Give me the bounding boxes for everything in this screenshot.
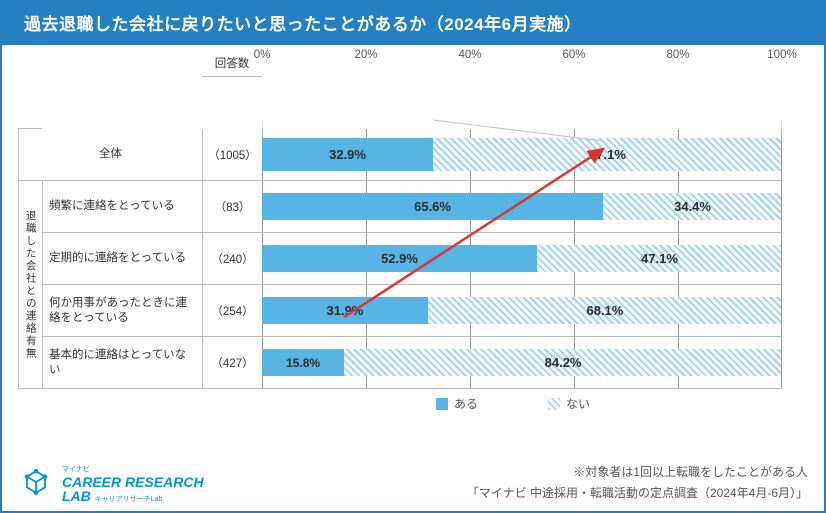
chart-table: 回答数 0%20%40%60%80%100% 全体（1005）32.9%67.1… <box>18 49 808 389</box>
legend-swatch-no <box>548 398 560 410</box>
chart-header: 過去退職した会社に戻りたいと思ったことがあるか（2024年6月実施） <box>0 0 826 45</box>
chart-title: 過去退職した会社に戻りたいと思ったことがあるか（2024年6月実施） <box>24 15 582 34</box>
row-count: （1005） <box>202 129 262 181</box>
row-label: 頻繁に連絡をとっている <box>42 181 202 233</box>
bar-yes: 32.9% <box>262 138 433 171</box>
row-count: （83） <box>202 181 262 233</box>
bar-cell: 31.9%68.1% <box>262 285 782 337</box>
axis-tick: 100% <box>767 49 796 61</box>
axis-tick: 60% <box>562 49 585 61</box>
bar-yes: 65.6% <box>262 193 603 220</box>
bar-cell: 32.9%67.1% <box>262 129 782 181</box>
axis-tick: 40% <box>458 49 481 61</box>
axis-tick: 80% <box>666 49 689 61</box>
cube-icon <box>18 464 54 505</box>
group-side-label: 退職した会社との連絡有無 <box>25 210 36 360</box>
bar-yes: 31.9% <box>262 297 428 324</box>
row-label: 基本的に連絡はとっていない <box>42 337 202 389</box>
bar-no: 47.1% <box>537 245 782 272</box>
axis-tick: 0% <box>254 49 271 61</box>
legend: ある ない <box>18 389 808 416</box>
logo-main: CAREER RESEARCH <box>62 475 204 489</box>
footer-source: 「マイナビ 中途採用・転職活動の定点調査（2024年4月-6月）」 <box>467 483 808 505</box>
row-label: 全体 <box>18 129 202 181</box>
bar-yes: 52.9% <box>262 245 537 272</box>
row-label: 定期的に連絡をとっている <box>42 233 202 285</box>
logo-tiny: マイナビ <box>62 466 204 473</box>
bar-yes: 15.8% <box>262 349 344 376</box>
row-count: （240） <box>202 233 262 285</box>
x-axis: 0%20%40%60%80%100% <box>262 49 782 77</box>
bar-no: 34.4% <box>603 193 782 220</box>
footer: マイナビ CAREER RESEARCH LAB キャリアリサーチLab ※対象… <box>18 462 808 505</box>
bar-no: 67.1% <box>433 138 782 171</box>
bar-cell: 65.6%34.4% <box>262 181 782 233</box>
bar-cell: 52.9%47.1% <box>262 233 782 285</box>
legend-label-yes: ある <box>454 395 478 412</box>
bar-cell: 15.8%84.2% <box>262 337 782 389</box>
bar-no: 68.1% <box>428 297 782 324</box>
legend-item-no: ない <box>548 395 590 412</box>
row-count: （254） <box>202 285 262 337</box>
legend-item-yes: ある <box>436 395 478 412</box>
row-label: 何か用事があったときに連絡をとっている <box>42 285 202 337</box>
legend-swatch-yes <box>436 398 448 410</box>
axis-tick: 20% <box>354 49 377 61</box>
chart-area: 回答数 0%20%40%60%80%100% 全体（1005）32.9%67.1… <box>0 45 826 513</box>
brand-logo: マイナビ CAREER RESEARCH LAB キャリアリサーチLab <box>18 464 204 505</box>
footer-note: ※対象者は1回以上転職をしたことがある人 <box>467 462 808 484</box>
legend-label-no: ない <box>566 395 590 412</box>
row-count: （427） <box>202 337 262 389</box>
bar-no: 84.2% <box>344 349 782 376</box>
